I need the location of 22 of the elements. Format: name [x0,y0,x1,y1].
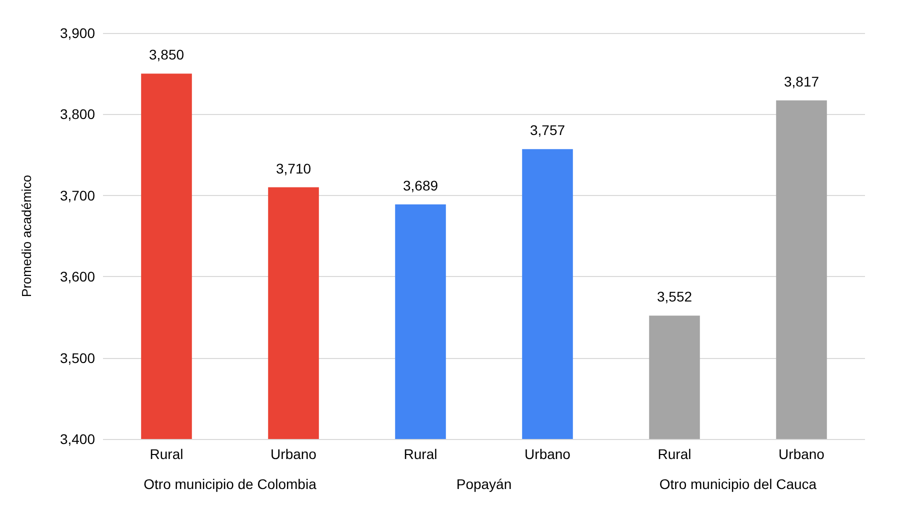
text: Otro municipio del Cauca [659,476,817,492]
y-tick-label: 3,700 [60,187,96,204]
data-label: 3,552 [656,288,692,305]
data-label: 3,757 [530,122,566,138]
y-tick-label: 3,600 [60,268,96,285]
y-tick-label: 3,800 [60,106,96,122]
data-label: 3,850 [148,46,184,63]
x-tick-label: Rural [150,446,184,462]
x-tick-label: Rural [658,446,692,462]
x-tick-label: Urbano [270,446,317,462]
y-tick-label: 3,500 [60,350,96,366]
data-label: 3,710 [276,160,312,176]
data-label: 3,689 [402,177,438,194]
y-tick-label: 3,400 [60,431,96,447]
y-axis-title: Promedio académico [19,174,34,298]
x-tick-label: Rural [404,446,438,462]
text: Popayán [456,476,512,492]
y-tick-label: 3,900 [60,25,96,41]
data-label: 3,817 [784,73,820,90]
text: Otro municipio de Colombia [144,476,317,492]
x-tick-label: Urbano [524,446,571,462]
x-tick-label: Urbano [778,446,825,462]
